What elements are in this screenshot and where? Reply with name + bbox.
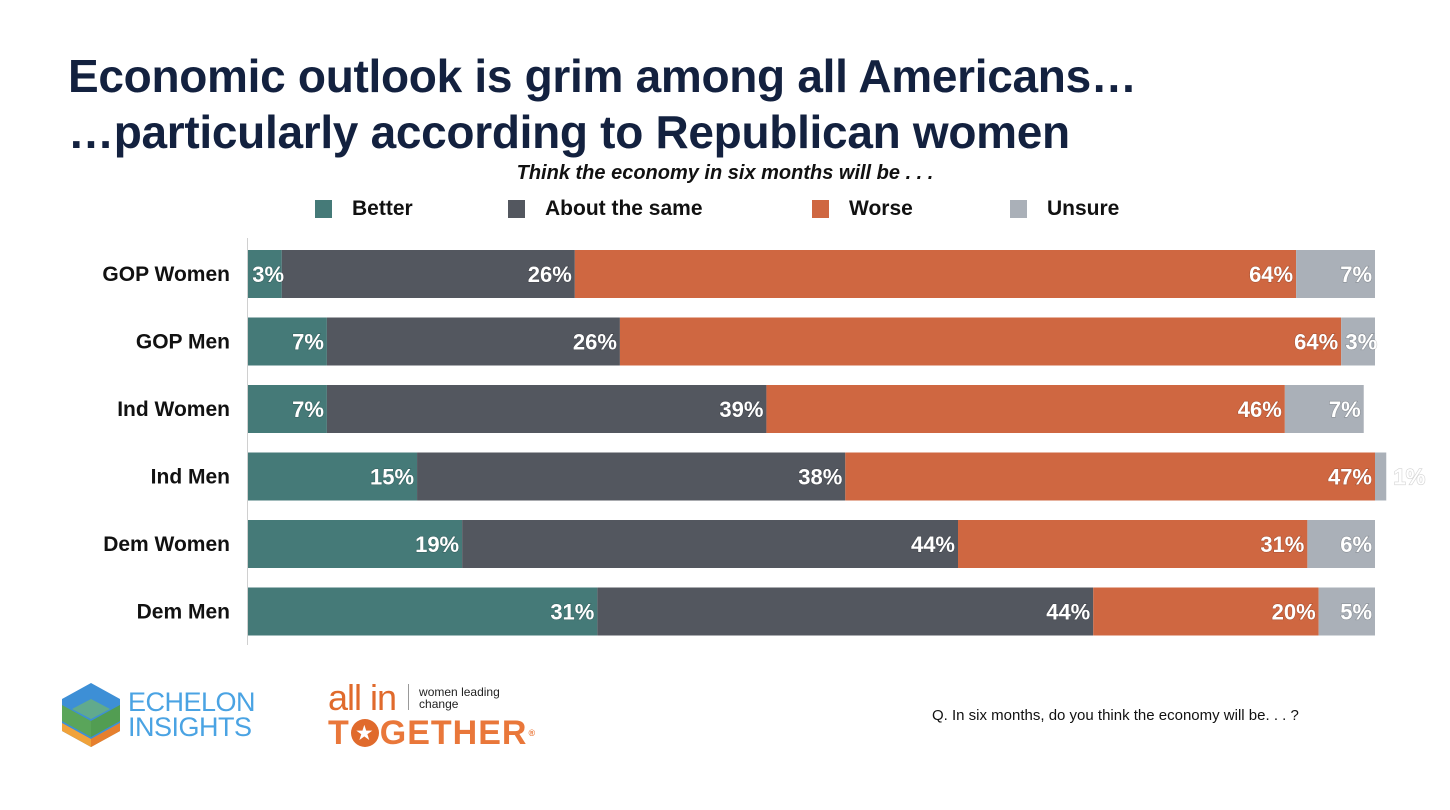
bars-group [248,250,1387,636]
value-label-dem-men-better: 31% [550,600,594,625]
bar-dem-men-worse [1093,587,1319,636]
allin-divider [408,684,410,710]
category-label-dem-men: Dem Men [137,601,230,624]
category-label-dem-women: Dem Women [103,533,230,556]
bar-dem-women-worse [958,520,1308,568]
bar-dem-women-about-the-same [462,520,959,568]
value-label-dem-women-better: 19% [415,532,459,557]
all-in-together-logo: all in women leading change T ★ GETHER ® [328,677,536,751]
bar-ind-men-unsure [1375,452,1387,501]
bar-ind-women-unsure [1284,385,1364,433]
value-label-gop-women-unsure: 7% [1340,262,1372,287]
value-label-gop-men-about-the-same: 26% [573,330,617,355]
value-label-dem-women-worse: 31% [1260,532,1304,557]
value-label-dem-women-about-the-same: 44% [911,532,955,557]
bar-dem-women-better [248,520,463,568]
value-label-dem-men-about-the-same: 44% [1046,600,1090,625]
echelon-insights-logo: ECHELON INSIGHTS [62,683,256,747]
bar-dem-men-better [248,587,598,636]
value-label-ind-men-unsure: 1% [1393,465,1425,490]
legend-swatch-worse [812,200,829,218]
bar-ind-women-about-the-same [326,385,767,433]
value-label-gop-women-better: 3% [252,262,284,287]
value-label-gop-women-worse: 64% [1249,262,1293,287]
registered-mark: ® [528,728,537,738]
bar-ind-women-better [248,385,327,433]
value-label-ind-men-about-the-same: 38% [798,465,842,490]
value-label-gop-women-about-the-same: 26% [528,262,572,287]
bar-gop-women-unsure [1296,250,1375,298]
echelon-line-2: INSIGHTS [128,712,252,742]
title-line-1: Economic outlook is grim among all Ameri… [68,50,1137,102]
legend-swatch-unsure [1010,200,1027,218]
bar-dem-men-about-the-same [597,587,1094,636]
value-labels-group: 3% 26% 64% 7% 7% 26% 64% 3% 7% 39% 46% 7% 15% 38% 47% 1… [252,261,1426,625]
value-label-ind-women-unsure: 7% [1329,397,1361,422]
legend-swatch-better [315,200,332,218]
legend-item-better: Better [315,197,413,221]
bar-gop-men-worse [619,317,1342,366]
title-line-2: …particularly according to Republican wo… [68,106,1070,158]
category-label-gop-women: GOP Women [102,263,230,286]
value-label-dem-men-unsure: 5% [1340,600,1372,625]
legend-label-unsure: Unsure [1047,197,1120,220]
category-label-ind-men: Ind Men [151,466,230,489]
allin-tagline-1: women leading [419,685,500,699]
category-label-ind-women: Ind Women [117,398,230,421]
echelon-hexagon-icon [62,683,120,747]
legend-swatch-about-the-same [508,200,525,218]
bar-ind-women-worse [766,385,1285,433]
bar-gop-women-better [248,250,282,298]
bar-gop-women-worse [574,250,1297,298]
value-label-ind-women-worse: 46% [1238,397,1282,422]
question-footnote: Q. In six months, do you think the econo… [932,707,1299,724]
value-label-gop-men-better: 7% [292,330,324,355]
value-label-dem-women-unsure: 6% [1340,532,1372,557]
value-label-ind-women-about-the-same: 39% [719,397,763,422]
together-prefix: T [328,714,350,752]
value-label-ind-men-better: 15% [370,465,414,490]
bar-gop-men-better [248,317,327,366]
category-label-gop-men: GOP Men [136,331,230,354]
legend-label-worse: Worse [849,197,913,220]
bar-gop-women-about-the-same [281,250,575,298]
bar-ind-men-better [248,452,418,501]
legend-item-unsure: Unsure [1010,197,1119,221]
bar-dem-men-unsure [1318,587,1375,636]
value-label-ind-women-better: 7% [292,397,324,422]
allin-word: all in [328,677,397,718]
legend-item-worse: Worse [812,197,913,221]
echelon-line-1: ECHELON [128,687,256,717]
legend-label-about-the-same: About the same [545,197,703,220]
slide-title: Economic outlook is grim among all Ameri… [68,48,1137,160]
value-label-gop-men-unsure: 3% [1345,330,1377,355]
value-label-ind-men-worse: 47% [1328,465,1372,490]
together-suffix: GETHER [379,714,528,752]
together-wordmark: T ★ GETHER ® [328,716,536,750]
category-labels-group: GOP Women GOP Men Ind Women Ind Men Dem Wome… [102,263,230,624]
star-icon: ★ [350,719,379,747]
bar-gop-men-unsure [1341,317,1375,366]
bar-ind-men-about-the-same [417,452,846,501]
bar-dem-women-unsure [1307,520,1375,568]
allin-tagline-2: change [419,697,459,711]
value-label-dem-men-worse: 20% [1272,600,1316,625]
legend-item-about-the-same: About the same [508,197,703,221]
chart-subtitle: Think the economy in six months will be … [516,162,934,184]
value-label-gop-men-worse: 64% [1294,330,1338,355]
bar-gop-men-about-the-same [326,317,620,366]
bar-ind-men-worse [845,452,1375,501]
legend-label-better: Better [352,197,413,220]
